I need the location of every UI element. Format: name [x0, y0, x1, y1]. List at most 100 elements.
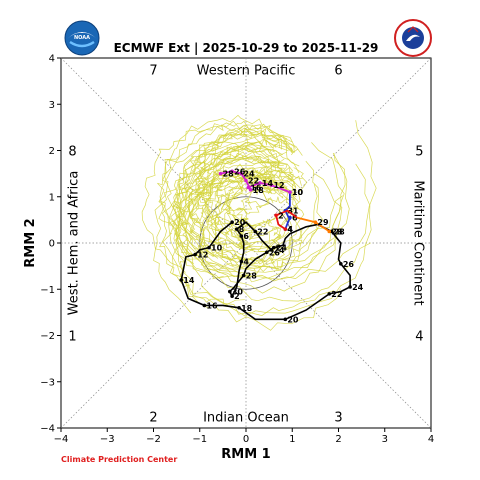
- ensemble-member-line: [202, 176, 303, 272]
- forecast_early-point: [288, 215, 292, 220]
- forecast_magenta-point-label: 12: [273, 181, 284, 190]
- forecast_magenta-point: [244, 178, 248, 183]
- observed-point-label: 28: [334, 227, 346, 236]
- ensemble-member-line: [201, 166, 294, 273]
- forecast_early-path: [284, 192, 291, 230]
- forecast_mid-point-label: 4: [287, 225, 293, 234]
- x-tick-label: −4: [54, 434, 69, 445]
- ensemble-member-line: [141, 120, 287, 273]
- region-label-top: Western Pacific: [197, 64, 296, 79]
- region-label-left: West. Hem. and Africa: [67, 171, 82, 316]
- observed-point-label: 6: [243, 232, 249, 241]
- nws-logo: [394, 19, 432, 57]
- observed-point: [339, 262, 343, 266]
- forecast_orange-point-label: 28: [331, 227, 343, 236]
- observed-point: [228, 289, 232, 294]
- forecast_magenta-point: [269, 183, 274, 187]
- forecast_magenta-point-label: 16: [250, 184, 262, 193]
- observed-point-label: 30: [232, 288, 244, 297]
- observed-point: [348, 285, 352, 289]
- observed-point: [193, 252, 197, 257]
- x-tick-label: 0: [243, 434, 249, 445]
- forecast_magenta-point-label: 10: [292, 188, 304, 197]
- region-label-bottom: Indian Ocean: [203, 410, 289, 425]
- forecast_mid-point: [274, 213, 278, 218]
- observed-point: [207, 245, 211, 250]
- forecast_magenta-point-label: 22: [248, 177, 259, 186]
- y-tick-label: 2: [49, 146, 55, 157]
- y-tick-label: 4: [49, 54, 55, 65]
- observed-point-label: 26: [343, 260, 355, 269]
- observed-point-label: 22: [257, 227, 268, 236]
- y-tick-label: 0: [49, 239, 55, 250]
- phase-number: 8: [68, 145, 76, 160]
- observed-point-label: 18: [241, 304, 253, 313]
- x-tick-label: 4: [428, 434, 434, 445]
- observed-point: [327, 292, 332, 296]
- ensemble-member-line: [226, 164, 303, 240]
- forecast_mid-point-label: 2: [278, 211, 284, 220]
- ensemble-member-line: [212, 187, 299, 265]
- observed-point-label: 24: [352, 283, 364, 292]
- ensemble-member-line: [157, 120, 295, 257]
- phase-number: 7: [149, 64, 157, 79]
- phase-number: 3: [334, 410, 342, 425]
- observed-point: [230, 294, 234, 298]
- observed-point-label: 2: [234, 292, 240, 301]
- observed-point-label: 10: [211, 244, 223, 253]
- x-tick-label: 3: [382, 434, 388, 445]
- observed-path: [180, 221, 351, 321]
- ensemble-member-line: [209, 155, 299, 244]
- observed-point-label: 8: [239, 225, 245, 234]
- ensemble-member-line: [198, 132, 289, 197]
- observed-point-label: 20: [287, 315, 299, 324]
- y-axis-label: RMM 2: [23, 218, 38, 267]
- forecast_magenta-point: [230, 169, 234, 174]
- chart-title: ECMWF Ext | 2025-10-29 to 2025-11-29: [114, 41, 379, 55]
- observed-point: [237, 305, 241, 310]
- ensemble-member-line: [175, 179, 284, 309]
- forecast_magenta-point-label: 14: [262, 179, 274, 188]
- phase-number: 5: [415, 145, 423, 160]
- ensemble-member-line: [175, 155, 302, 265]
- forecast_magenta-point: [288, 190, 292, 194]
- observed-point: [283, 317, 288, 322]
- ensemble-member-line: [159, 170, 277, 307]
- x-tick-label: −2: [146, 434, 161, 445]
- forecast_early-point-label: 31: [287, 207, 299, 216]
- forecast_magenta-point: [246, 185, 251, 190]
- phase-number: 2: [149, 410, 157, 425]
- forecast_mid-point: [283, 227, 288, 231]
- observed-point-label: 16: [206, 301, 218, 310]
- credit-text: Climate Prediction Center: [61, 455, 177, 464]
- observed-point-label: 14: [183, 276, 195, 285]
- x-tick-label: 1: [289, 434, 295, 445]
- observed-point-label: 24: [276, 244, 288, 253]
- observed-point: [253, 229, 258, 234]
- observed-point: [239, 234, 244, 238]
- ensemble-member-line: [180, 142, 345, 283]
- forecast_magenta-point: [239, 171, 244, 176]
- ensemble-member-line: [178, 127, 343, 256]
- y-tick-label: −4: [40, 424, 55, 435]
- ensemble-member-line: [213, 138, 282, 215]
- observed-point: [239, 259, 244, 264]
- forecast_magenta-point: [218, 171, 223, 176]
- forecast_early-point-label: 4: [287, 225, 293, 234]
- observed-point: [265, 250, 269, 255]
- x-tick-label: −3: [100, 434, 115, 445]
- forecast_early-point-label: 10: [292, 188, 304, 197]
- x-tick-label: 2: [335, 434, 341, 445]
- observed-point: [179, 278, 184, 282]
- noaa-logo: NOAA: [64, 20, 100, 56]
- ensemble-member-line: [169, 151, 335, 316]
- forecast_orange-point-label: 29: [317, 218, 329, 227]
- ensemble-member-line: [153, 146, 285, 314]
- y-tick-label: −3: [40, 377, 55, 388]
- phase-number: 4: [415, 330, 423, 345]
- ensemble-member-line: [192, 123, 314, 250]
- y-tick-label: 1: [49, 192, 55, 203]
